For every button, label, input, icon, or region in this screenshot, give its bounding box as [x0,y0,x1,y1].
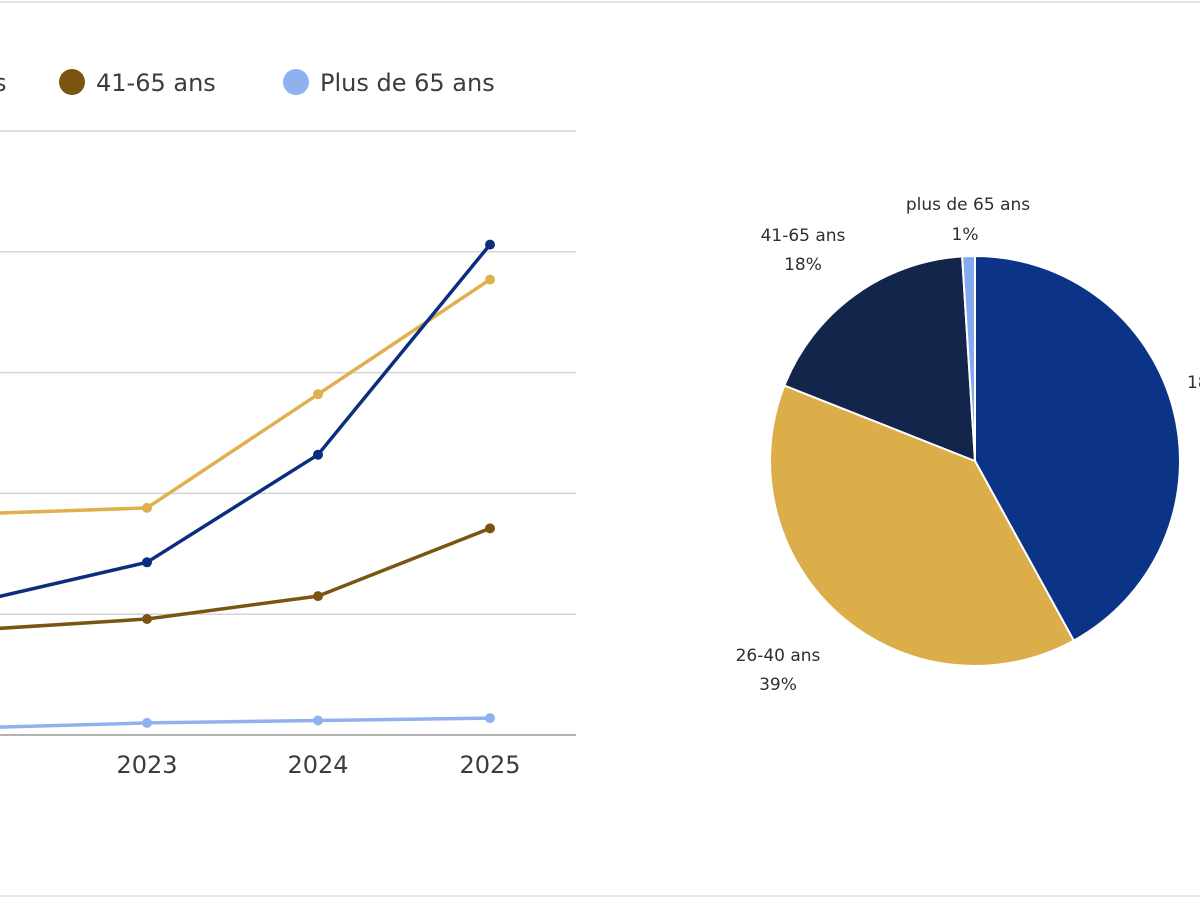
data-point [313,715,323,726]
legend-entry-18-25: s [0,69,7,97]
x-axis-tick-labels: 2202320242025 [116,751,520,779]
line-chart-series [0,239,495,729]
data-point [485,523,495,534]
legend-swatch-plus-65 [283,69,309,95]
series-26-40-ans [0,274,495,515]
pie-label-26-40: 26-40 ans [736,646,821,666]
series-line [0,277,492,515]
legend-label-18-25: s [0,69,7,97]
pie-pct-41-65: 18% [784,255,822,275]
pie-label-41-65: 41-65 ans [761,226,846,246]
pie-chart [769,254,1181,667]
data-point [313,389,323,400]
pie-label-plus-65: plus de 65 ans [906,195,1030,215]
legend-label-plus-65: Plus de 65 ans [320,69,495,97]
legend-entry-plus-65: Plus de 65 ans [283,69,495,97]
x-tick-label: 2024 [287,751,348,779]
pie-chart-labels: plus de 65 ans 1% 41-65 ans 18% 26-40 an… [736,195,1200,695]
legend-swatch-41-65 [59,69,85,95]
line-chart-legend: s 41-65 ans Plus de 65 ans [0,69,495,97]
x-tick-label: 2025 [459,751,520,779]
pie-slice-41-65-ans [783,255,977,463]
data-point [485,274,495,285]
series-line [0,526,492,631]
data-point [313,591,323,602]
pie-slice-26-40-ans [769,384,1076,667]
series-41-65-ans [0,523,495,631]
legend-entry-41-65: 41-65 ans [59,69,216,97]
data-point [485,239,495,250]
series-plus-de-65-ans [0,713,495,729]
data-point [142,717,152,728]
data-point [142,557,152,568]
pie-label-18-25: 18 [1187,373,1200,393]
data-point [485,713,495,724]
line-chart-gridlines [0,130,576,615]
series-line [0,716,492,729]
pie-slice-plus-de-65-ans [961,254,976,462]
data-point [142,614,152,624]
x-tick-label: 2023 [116,751,177,779]
series-18-25-ans [0,239,495,599]
legend-label-41-65: 41-65 ans [96,69,216,97]
series-line [0,242,492,599]
pie-slice-18-25-ans [974,254,1181,642]
pie-pct-plus-65: 1% [952,225,979,245]
data-point [313,449,323,460]
data-point [142,502,152,513]
pie-pct-26-40: 39% [759,675,797,695]
